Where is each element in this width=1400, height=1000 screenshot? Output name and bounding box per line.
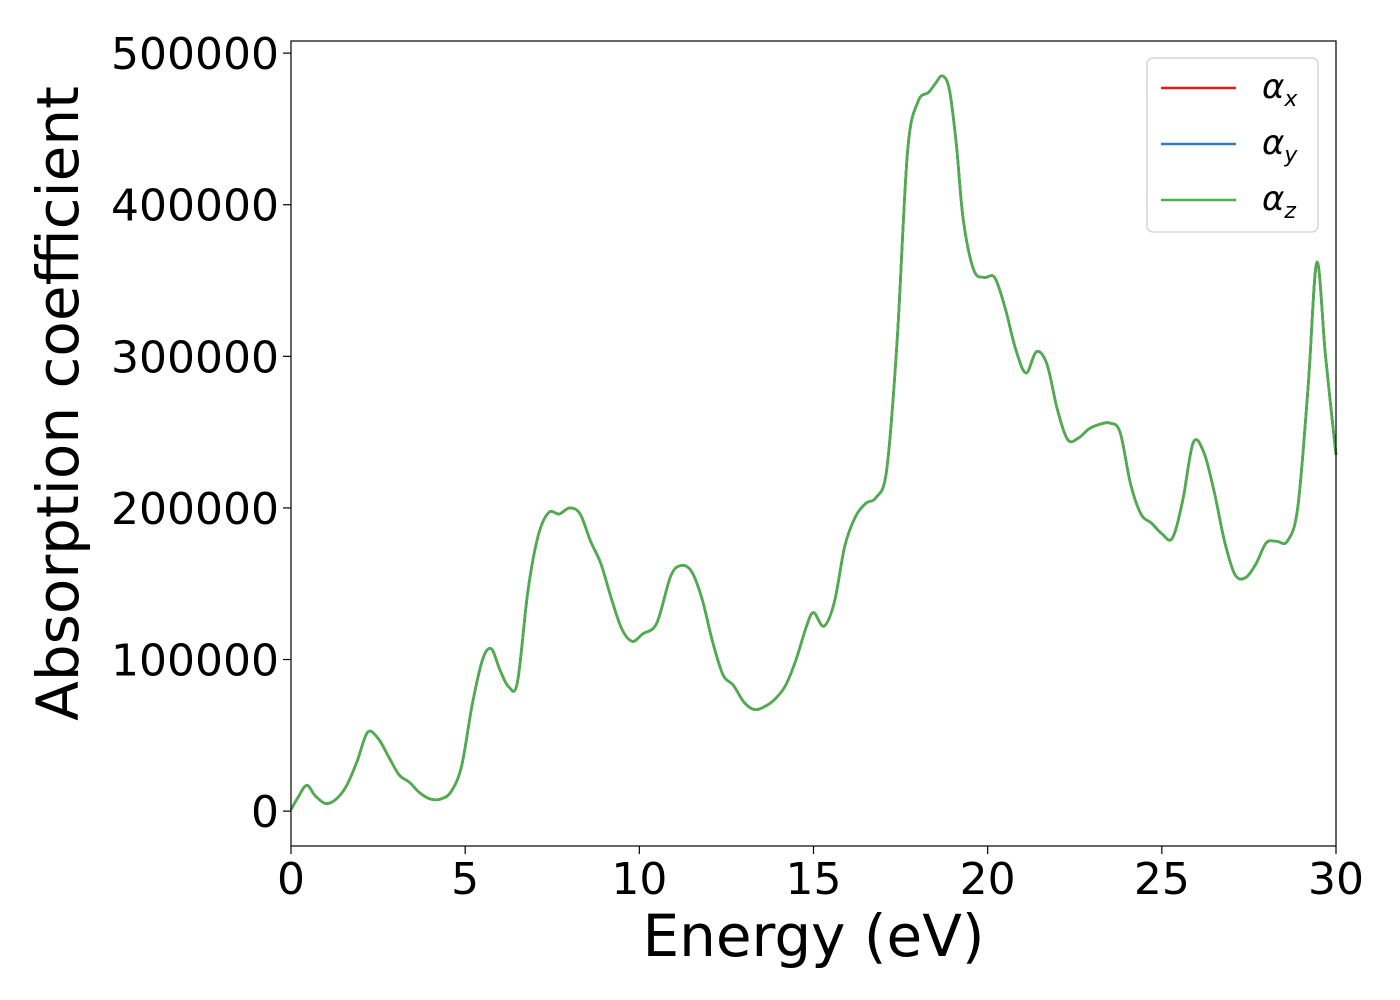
series-layer [289,74,1338,811]
y-tick-label: 500000 [111,29,279,80]
legend-entry-subscript: y [1283,143,1298,168]
y-tick-label: 300000 [111,332,279,383]
x-tick-label: 15 [786,854,842,905]
x-tick-label: 0 [277,854,305,905]
legend-entry-alpha-y: αy [1262,123,1298,168]
x-axis-label: Energy (eV) [642,902,984,970]
legend-entry-symbol: α [1262,67,1284,107]
y-tick-label: 100000 [111,636,279,687]
y-tick-label: 0 [251,787,279,838]
legend-entry-symbol: α [1262,179,1284,219]
x-tick-label: 10 [611,854,667,905]
x-tick-label: 5 [451,854,479,905]
x-tick-label: 20 [960,854,1016,905]
x-tick-label: 30 [1308,854,1364,905]
y-axis-label: Absorption coefficient [24,86,92,721]
series-line-alpha-z [289,74,1338,811]
x-axis-ticks: 0 5 10 15 20 25 30 [277,846,1364,905]
legend-entry-subscript: x [1283,87,1298,112]
legend-entry-symbol: α [1262,123,1284,163]
legend-entry-alpha-z: αz [1262,179,1296,224]
y-tick-label: 400000 [111,181,279,232]
y-tick-label: 200000 [111,484,279,535]
legend-entry-alpha-x: αx [1262,67,1298,112]
x-tick-label: 25 [1134,854,1190,905]
legend-entry-subscript: z [1283,199,1296,224]
y-axis-ticks: 0 100000 200000 300000 400000 500000 [111,29,291,838]
